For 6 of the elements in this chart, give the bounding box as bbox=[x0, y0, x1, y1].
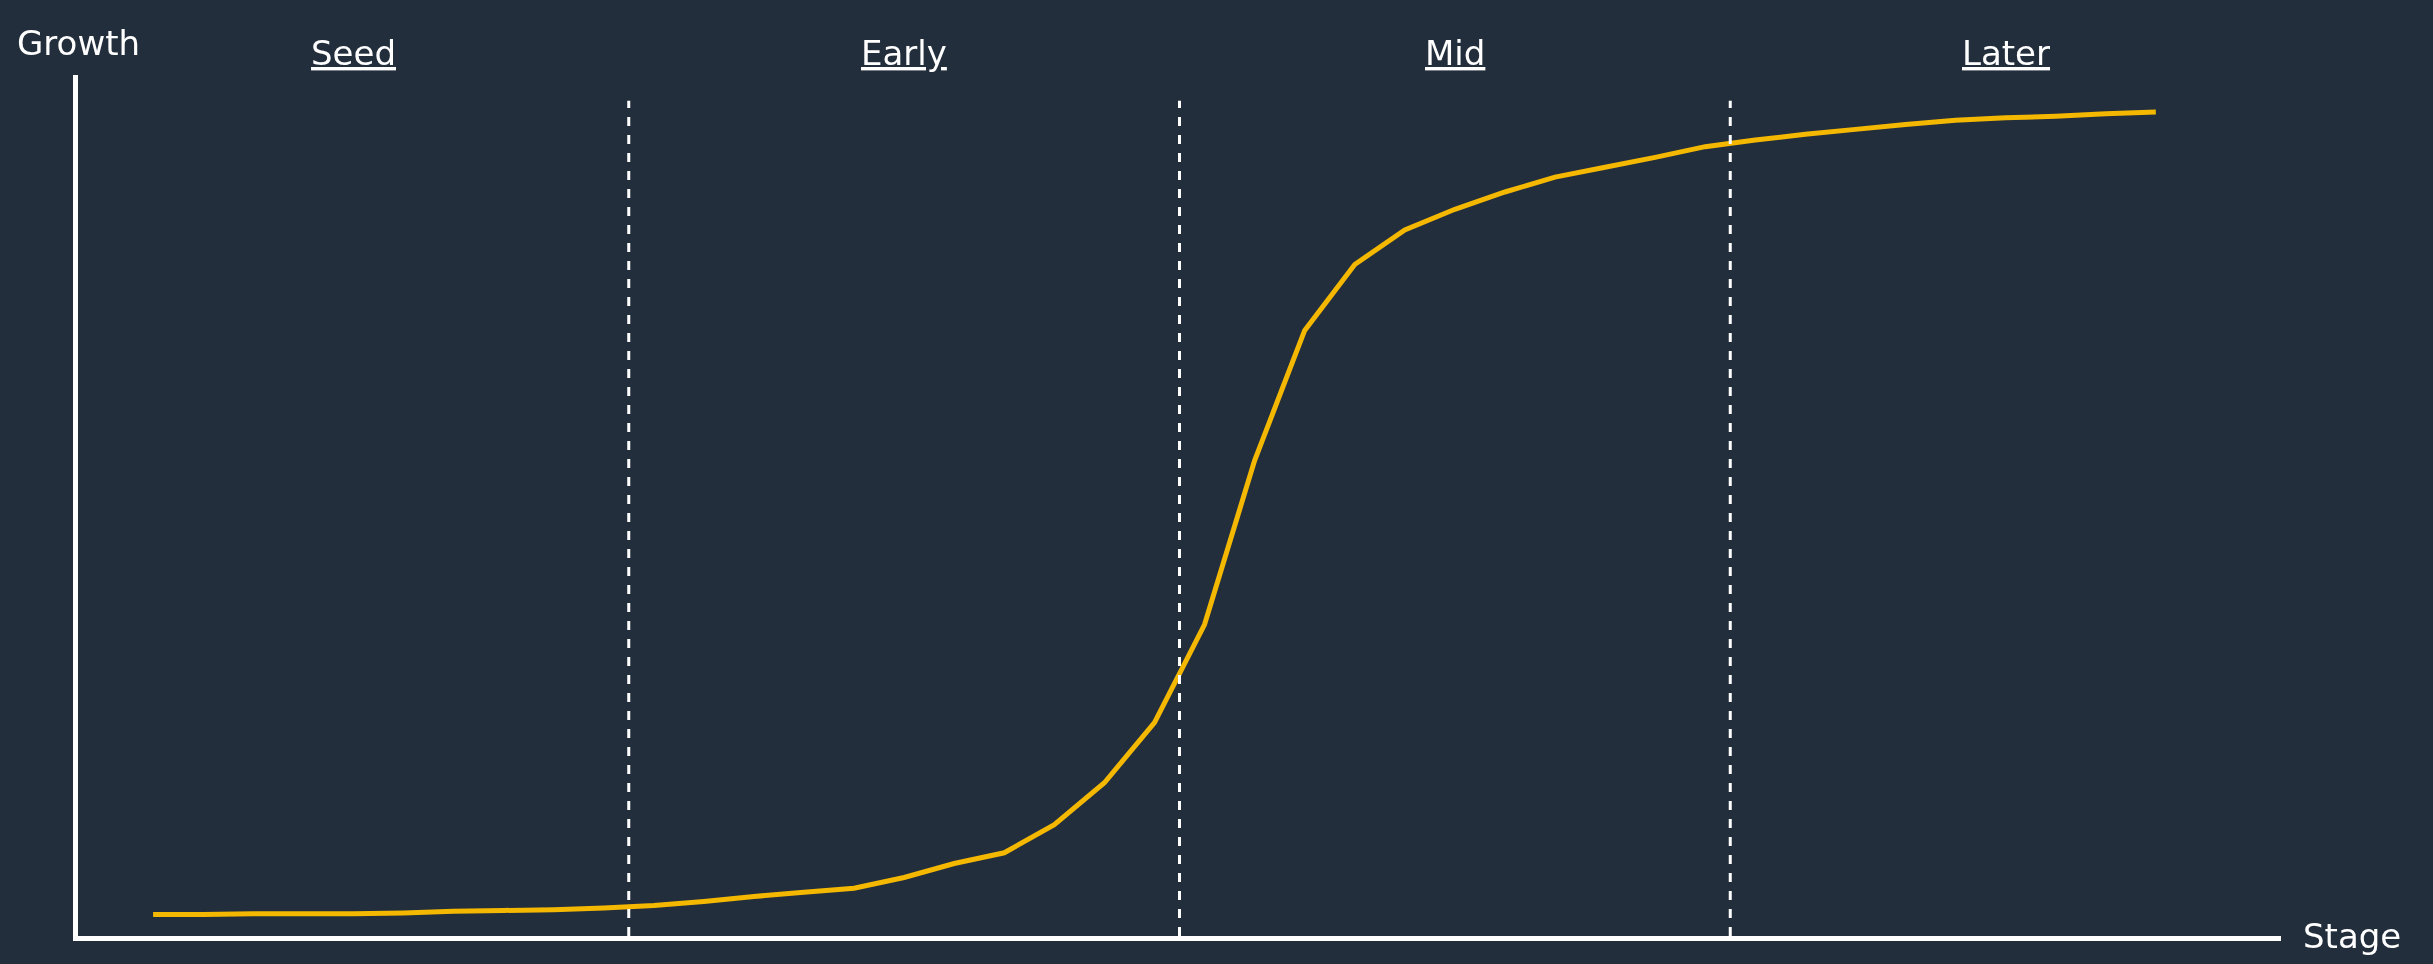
text: Later bbox=[1962, 33, 2051, 73]
x-axis-title: Stage bbox=[2303, 916, 2402, 956]
text: Seed bbox=[311, 33, 396, 73]
text: Early bbox=[861, 33, 947, 73]
y-axis-title: Growth bbox=[17, 23, 141, 63]
text: Mid bbox=[1425, 33, 1486, 73]
